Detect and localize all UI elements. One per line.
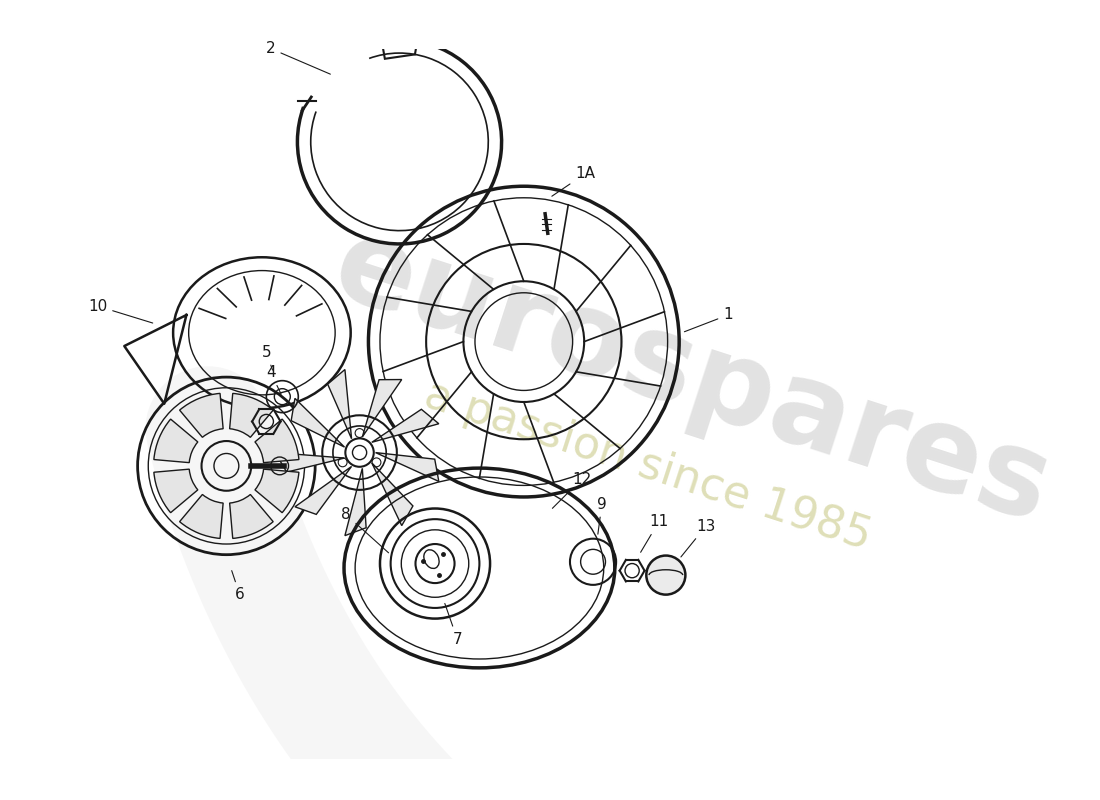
Text: 1: 1 [684,307,733,332]
Polygon shape [328,370,352,438]
Polygon shape [295,466,352,514]
Text: 12: 12 [552,472,591,508]
Polygon shape [292,398,344,447]
Text: 7: 7 [444,603,462,646]
Wedge shape [255,469,299,513]
Polygon shape [362,379,402,437]
Wedge shape [154,419,198,462]
Polygon shape [275,453,344,472]
Polygon shape [375,453,439,482]
Text: 4: 4 [266,365,282,394]
Wedge shape [179,394,223,438]
Wedge shape [179,494,223,538]
Polygon shape [345,468,366,536]
Text: 11: 11 [640,514,669,552]
Text: 9: 9 [597,497,607,534]
Text: 2: 2 [266,41,330,74]
Text: eurospares: eurospares [320,207,1065,547]
Wedge shape [230,494,273,538]
Wedge shape [255,419,299,462]
Text: 8: 8 [341,507,388,553]
Wedge shape [154,469,198,513]
Text: a passion since 1985: a passion since 1985 [419,374,877,558]
Text: 13: 13 [681,518,715,557]
Polygon shape [372,463,412,526]
Text: 10: 10 [88,298,153,323]
Text: 5: 5 [262,345,273,370]
Text: 6: 6 [232,570,244,602]
Circle shape [647,555,685,594]
Wedge shape [230,394,273,438]
Polygon shape [372,410,439,442]
Text: 1A: 1A [552,166,595,196]
